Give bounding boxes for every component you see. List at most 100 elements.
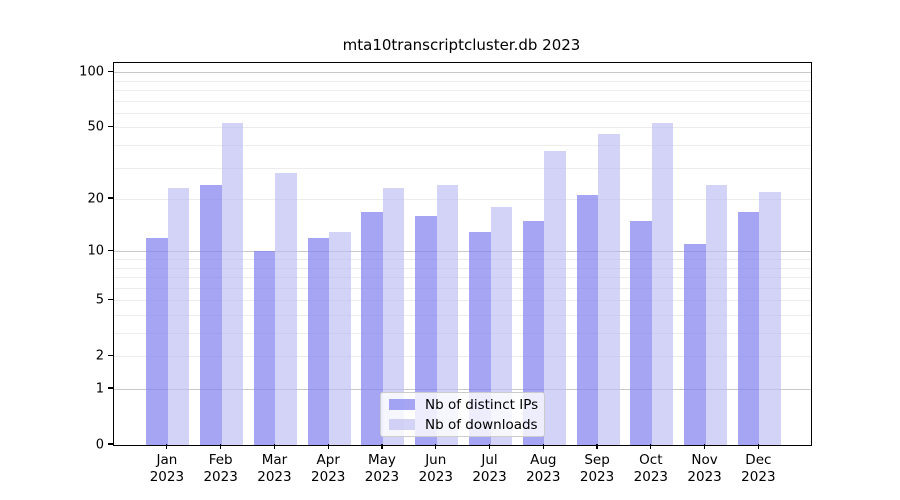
month-name: Dec [745, 452, 772, 468]
month-year: 2023 [203, 469, 238, 485]
month-name: May [368, 452, 396, 468]
y-tick-20 [108, 197, 113, 199]
y-tick-label-0: 0 [95, 437, 104, 452]
bar-downloads-dec [759, 191, 781, 445]
gridline-minor-80 [114, 90, 811, 92]
month-name: Oct [639, 452, 663, 468]
bar-distinct-ips-aug [522, 221, 545, 445]
gridline-minor-30 [114, 167, 811, 169]
month-year: 2023 [687, 469, 722, 485]
legend-row-distinct-ips: Nb of distinct IPs [389, 396, 539, 413]
month-year: 2023 [472, 469, 507, 485]
month-year: 2023 [741, 469, 776, 485]
month-name: Feb [208, 452, 233, 468]
y-tick-50 [108, 125, 113, 127]
y-tick-2 [108, 354, 113, 356]
bar-downloads-jan [167, 188, 190, 445]
gridline-minor-5 [114, 300, 811, 302]
x-tick-label-nov: Nov 2023 [675, 452, 735, 486]
x-tick-label-sep: Sep 2023 [567, 452, 627, 486]
bar-distinct-ips-dec [737, 211, 760, 445]
x-tick-apr [327, 444, 329, 449]
bar-distinct-ips-nov [684, 244, 706, 445]
month-year: 2023 [311, 469, 346, 485]
legend-label-distinct-ips: Nb of distinct IPs [425, 396, 539, 413]
bar-downloads-mar [275, 173, 297, 445]
x-tick-dec [757, 444, 759, 449]
month-name: Jun [425, 452, 447, 468]
bar-distinct-ips-may [361, 211, 383, 445]
month-year: 2023 [257, 469, 292, 485]
gridline-major-10 [114, 251, 811, 253]
gridline-major-100 [114, 72, 811, 74]
x-tick-oct [650, 444, 652, 449]
bar-downloads-sep [598, 134, 620, 445]
month-year: 2023 [149, 469, 185, 485]
month-year: 2023 [364, 469, 400, 485]
month-year: 2023 [633, 469, 668, 485]
month-name: Jul [481, 452, 498, 468]
month-name: Apr [316, 452, 340, 468]
month-name: Mar [261, 452, 288, 468]
bar-distinct-ips-oct [630, 221, 652, 445]
bar-downloads-oct [651, 122, 674, 445]
x-tick-jun [435, 444, 437, 449]
x-tick-label-mar: Mar 2023 [244, 452, 304, 486]
x-tick-label-jun: Jun 2023 [406, 452, 466, 486]
month-name: Sep [584, 452, 610, 468]
legend-row-downloads: Nb of downloads [389, 417, 538, 433]
gridline-minor-9 [114, 259, 811, 260]
y-tick-0 [108, 443, 113, 445]
x-tick-label-may: May 2023 [352, 452, 412, 486]
bar-downloads-may [382, 188, 405, 445]
bar-downloads-apr [329, 231, 351, 445]
bar-distinct-ips-mar [253, 251, 276, 445]
x-tick-label-jul: Jul 2023 [460, 452, 520, 486]
gridline-minor-2 [114, 356, 811, 358]
legend-swatch-distinct-ips [389, 399, 415, 410]
plot-area [113, 62, 812, 446]
y-tick-label-10: 10 [87, 243, 104, 259]
x-tick-nov [704, 444, 706, 449]
y-tick-100 [108, 70, 113, 72]
x-tick-jul [488, 444, 491, 449]
gridline-minor-40 [114, 145, 811, 147]
month-name: Nov [691, 452, 718, 468]
legend: Nb of distinct IPs Nb of downloads [380, 392, 545, 437]
chart-title: mta10transcriptcluster.db 2023 [342, 36, 581, 54]
bar-downloads-aug [544, 151, 566, 445]
gridline-minor-8 [114, 267, 811, 269]
x-tick-label-dec: Dec 2023 [728, 452, 788, 486]
bar-downloads-jun [436, 185, 459, 445]
bar-downloads-nov [705, 185, 728, 445]
y-tick-label-100: 100 [79, 64, 104, 80]
y-tick-label-1: 1 [95, 381, 104, 396]
x-tick-feb [220, 444, 222, 449]
x-tick-mar [273, 444, 276, 449]
bar-downloads-jul [490, 207, 513, 445]
gridline-minor-50 [114, 127, 811, 129]
bar-distinct-ips-jan [146, 237, 168, 445]
x-tick-label-jan: Jan 2023 [137, 452, 197, 486]
y-tick-1 [108, 387, 113, 389]
y-tick-5 [108, 298, 113, 300]
month-name: Jan [156, 452, 178, 468]
y-tick-label-5: 5 [95, 292, 104, 308]
x-tick-label-aug: Aug 2023 [513, 452, 573, 486]
gridline-minor-90 [114, 80, 811, 82]
y-tick-10 [108, 249, 113, 251]
x-tick-jan [166, 444, 168, 449]
x-tick-label-apr: Apr 2023 [298, 452, 358, 486]
x-tick-sep [596, 444, 598, 449]
y-tick-label-2: 2 [95, 348, 104, 364]
month-year: 2023 [418, 469, 453, 485]
gridline-minor-6 [114, 287, 811, 289]
month-year: 2023 [526, 469, 561, 485]
y-tick-label-20: 20 [87, 191, 104, 207]
bar-distinct-ips-jul [469, 231, 491, 445]
gridline-major-1 [114, 389, 811, 390]
x-tick-label-oct: Oct 2023 [621, 452, 681, 486]
gridline-minor-4 [114, 314, 811, 316]
gridline-minor-70 [114, 100, 811, 102]
